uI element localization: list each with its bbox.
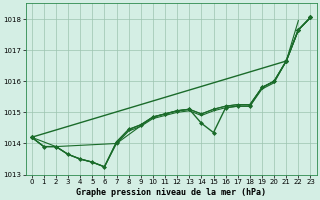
X-axis label: Graphe pression niveau de la mer (hPa): Graphe pression niveau de la mer (hPa) — [76, 188, 266, 197]
